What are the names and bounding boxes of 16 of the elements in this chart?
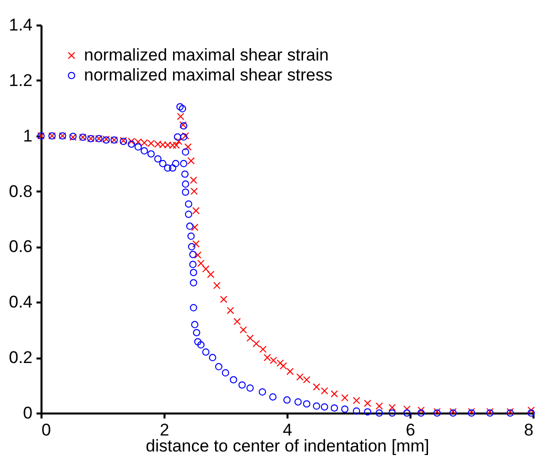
x-tick-label: 4 — [282, 420, 292, 440]
y-tick-label: 1 — [23, 126, 32, 146]
y-tick-label: 0.2 — [8, 348, 32, 368]
legend-label: normalized maximal shear stress — [84, 66, 332, 84]
y-tick-label: 0 — [23, 404, 32, 422]
x-tick-label: 8 — [524, 420, 534, 440]
x-tick-label: 0 — [42, 420, 51, 440]
legend-label: normalized maximal shear strain — [84, 46, 329, 64]
y-tick-label: 0.4 — [8, 292, 32, 312]
y-tick-label: 1.2 — [8, 70, 32, 90]
y-tick-label: 0.8 — [8, 182, 32, 201]
x-axis-title: distance to center of indentation [mm] — [146, 436, 430, 456]
y-tick-label: 0.6 — [8, 237, 32, 256]
x-tick-label: 2 — [160, 420, 170, 440]
x-tick-label: 6 — [406, 420, 416, 440]
y-tick-label: 1.4 — [8, 16, 32, 34]
